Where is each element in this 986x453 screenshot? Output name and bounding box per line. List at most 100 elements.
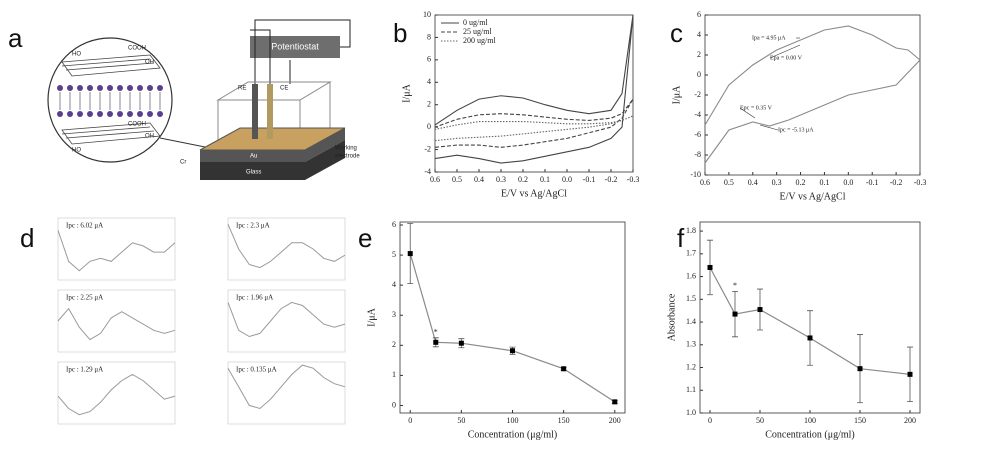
- x-tick-label: 0.0: [562, 175, 572, 184]
- y-tick-label: 1.2: [686, 362, 696, 371]
- y-tick-label: 1.5: [686, 294, 696, 303]
- y-tick-label: 3: [392, 310, 396, 319]
- x-tick-label: 0.6: [700, 178, 710, 187]
- subplot-line: [227, 364, 346, 410]
- x-tick-label: 0.1: [540, 175, 550, 184]
- glass-label: Glass: [246, 170, 261, 176]
- lipid-tails: [59, 92, 161, 110]
- x-tick-label: 0.0: [843, 178, 853, 187]
- y-tick-label: 4: [427, 77, 431, 86]
- diagram: a HO COOH OH HO COOH OH Potentiostat RE …: [8, 19, 360, 180]
- y-tick-label: 6: [697, 10, 701, 19]
- annotation: Epc = 0.35 V: [740, 105, 773, 111]
- x-tick-label: 0.3: [772, 178, 782, 187]
- ce-label: CE: [280, 86, 288, 92]
- y-tick-label: -2: [694, 90, 701, 99]
- x-tick-label: 0.3: [496, 175, 506, 184]
- y-axis-label: Absorbance: [666, 293, 677, 341]
- x-tick-label: 0.4: [474, 175, 484, 184]
- marker: [707, 264, 713, 270]
- potentiostat-label: Potentiostat: [271, 41, 319, 51]
- y-axis-label: I/μA: [671, 85, 682, 104]
- y-tick-label: 1.1: [686, 385, 696, 394]
- legend-label: 0 ug/ml: [463, 18, 488, 27]
- x-tick-label: 150: [558, 416, 570, 425]
- subplot-annotation: Ipc : 2.3 μA: [236, 222, 270, 230]
- annotation: Ipa = 4.95 μA: [752, 35, 786, 41]
- subplot-annotation: Ipc : 6.02 μA: [66, 222, 103, 230]
- x-tick-label: 0: [408, 416, 412, 425]
- marker: [458, 340, 464, 346]
- marker: [732, 311, 738, 317]
- marker: [612, 399, 618, 405]
- y-tick-label: 6: [392, 220, 396, 229]
- legend-label: 200 ug/ml: [463, 36, 496, 45]
- graphene-sheets: [61, 54, 161, 145]
- au-side: [200, 128, 345, 162]
- subplot-frame: [227, 217, 346, 281]
- legend-label: 25 ug/ml: [463, 27, 492, 36]
- plot-frame: [704, 14, 921, 176]
- cr-label: Cr: [180, 160, 186, 166]
- x-tick-label: 150: [854, 416, 866, 425]
- y-tick-label: 4: [392, 280, 396, 289]
- y-tick-label: -4: [694, 110, 701, 119]
- x-tick-label: -0.1: [583, 175, 596, 184]
- subplot-frame: [227, 289, 346, 353]
- series-line: [709, 267, 911, 375]
- x-tick-label: 50: [457, 416, 465, 425]
- y-tick-label: 1.0: [686, 408, 696, 417]
- cell-box: [216, 81, 332, 150]
- marker: [561, 366, 567, 372]
- wires: [250, 19, 351, 84]
- y-tick-label: 5: [392, 250, 396, 259]
- panel-letter: f: [677, 223, 685, 253]
- x-tick-label: -0.3: [627, 175, 640, 184]
- x-tick-label: 0.6: [430, 175, 440, 184]
- x-tick-label: 0: [708, 416, 712, 425]
- y-tick-label: 1.8: [686, 226, 696, 235]
- annotation: Epa = 0.00 V: [770, 55, 803, 61]
- x-tick-label: 0.5: [724, 178, 734, 187]
- lipid-layer: [57, 85, 163, 117]
- x-tick-label: 0.4: [748, 178, 758, 187]
- subplot-annotation: Ipc : 0.135 μA: [236, 366, 277, 374]
- subplot-annotation: Ipc : 1.96 μA: [236, 294, 273, 302]
- marker: [407, 251, 413, 257]
- annotation: *: [733, 281, 737, 290]
- y-tick-label: 1.4: [686, 317, 696, 326]
- ce-electrode: [267, 84, 273, 139]
- y-tick-label: 0: [697, 70, 701, 79]
- y-tick-label: -4: [424, 167, 431, 176]
- group-label: OH: [145, 60, 154, 66]
- annotation-arrow: [739, 107, 756, 119]
- y-tick-label: 2: [392, 340, 396, 349]
- series-line: [434, 14, 634, 164]
- panel-letter: b: [393, 18, 407, 48]
- marker: [510, 348, 515, 354]
- y-tick-label: 1.6: [686, 271, 696, 280]
- subplot-frame: [227, 361, 346, 425]
- panel-letter: a: [8, 23, 23, 53]
- annotation: Ipc = -5.13 μA: [778, 127, 814, 133]
- x-tick-label: 100: [507, 416, 519, 425]
- subplot-frame: [57, 361, 176, 425]
- group-label: COOH: [128, 122, 146, 128]
- y-tick-label: 0: [392, 400, 396, 409]
- y-tick-label: -6: [694, 130, 701, 139]
- y-axis-label: I/μA: [401, 83, 412, 102]
- y-tick-label: -8: [694, 150, 701, 159]
- marker: [433, 339, 439, 345]
- marker: [907, 371, 913, 377]
- x-tick-label: 200: [609, 416, 621, 425]
- plot-frame: [434, 14, 634, 173]
- y-tick-label: 1: [392, 370, 396, 379]
- x-tick-label: 0.1: [819, 178, 829, 187]
- annotation-arrow: [759, 124, 779, 131]
- y-tick-label: 10: [423, 10, 431, 19]
- marker: [857, 366, 863, 372]
- x-tick-label: 0.2: [518, 175, 528, 184]
- subplot-frame: [57, 217, 176, 281]
- potentiostat-box: [250, 36, 340, 58]
- panel-letter: e: [358, 223, 372, 253]
